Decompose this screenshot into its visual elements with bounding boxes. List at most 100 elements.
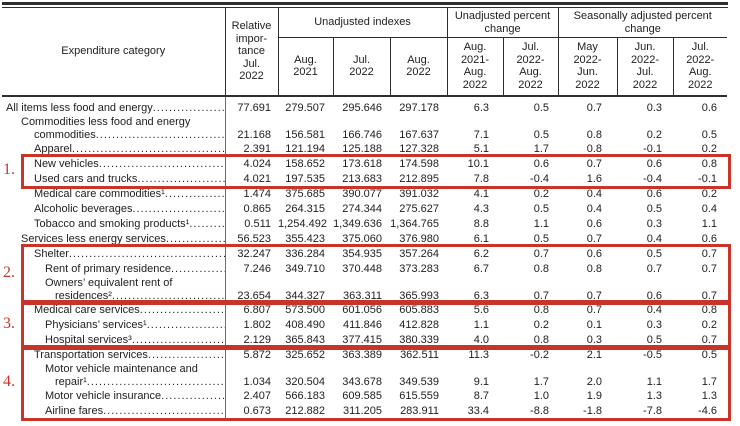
cell-value: 336.284 bbox=[285, 247, 325, 260]
row-category-cell: Motor vehicle maintenance and repair¹ bbox=[2, 362, 226, 389]
cell-value: 373.283 bbox=[399, 262, 440, 275]
cell-value: 0.1 bbox=[586, 318, 603, 331]
table-body: All items less food and energy 77.691 279.… bbox=[2, 95, 727, 419]
cell-value: 121.194 bbox=[285, 142, 325, 155]
annotation-label-4: 4. bbox=[3, 372, 15, 390]
row-category-cell: Physicians’ services¹ bbox=[2, 317, 226, 333]
cell-value: 311.205 bbox=[343, 404, 382, 417]
cell-value: 375.685 bbox=[285, 187, 325, 200]
cell-value: 125.188 bbox=[342, 142, 382, 155]
header-col-aug2021-aug2022: Aug. 2021- Aug. 2022 bbox=[446, 37, 504, 97]
cell-value: 0.8 bbox=[533, 262, 550, 275]
cell-value: 6.3 bbox=[473, 289, 490, 302]
cell-value: -1.8 bbox=[583, 404, 603, 417]
cell-value: 0.7 bbox=[586, 289, 603, 302]
dot-leader bbox=[161, 389, 224, 404]
cell-value: 6.7 bbox=[473, 262, 490, 275]
cell-value: 1.474 bbox=[243, 187, 271, 200]
row-label: New vehicles bbox=[34, 157, 99, 170]
dot-leader bbox=[72, 142, 225, 157]
cell-value: 0.2 bbox=[533, 318, 550, 331]
cell-value: 0.8 bbox=[701, 303, 718, 316]
row-label: Airline fares bbox=[45, 404, 104, 417]
cpi-data-table: Expenditure category Relative impor- tan… bbox=[2, 8, 728, 419]
cell-value: 0.7 bbox=[701, 289, 718, 302]
header-group-seasonally-adjusted-percent-change: Seasonally adjusted percent change bbox=[557, 8, 728, 38]
cell-value: 7.1 bbox=[473, 128, 490, 141]
cell-value: 0.3 bbox=[586, 333, 603, 346]
cell-value: 7.246 bbox=[243, 262, 271, 275]
row-label: Tobacco and smoking products¹ bbox=[34, 217, 190, 230]
cell-value: 0.6 bbox=[646, 157, 663, 170]
cell-value: 0.7 bbox=[533, 247, 550, 260]
cell-value: 0.7 bbox=[701, 262, 718, 275]
cell-value: 0.7 bbox=[646, 262, 663, 275]
dot-leader bbox=[171, 262, 225, 277]
cell-value: 344.327 bbox=[285, 289, 325, 302]
table-row: Alcoholic beverages 0.865 264.315 274.344 27… bbox=[2, 201, 727, 217]
cell-value: 354.935 bbox=[342, 247, 382, 260]
table-row: Physicians’ services¹ 1.802 408.490 411.846… bbox=[2, 317, 727, 333]
header-col-aug-2021: Aug. 2021 bbox=[277, 37, 333, 97]
annotation-label-3: 3. bbox=[3, 314, 15, 332]
dot-leader bbox=[69, 247, 225, 262]
cell-value: 0.7 bbox=[586, 157, 603, 170]
cell-value: 0.7 bbox=[533, 289, 550, 302]
row-category-cell: New vehicles bbox=[2, 156, 226, 172]
cell-value: 0.2 bbox=[646, 128, 663, 141]
table-row: Medical care services 6.807 573.500 601.056… bbox=[2, 302, 727, 318]
cell-value: 11.3 bbox=[468, 348, 490, 361]
cell-value: 0.5 bbox=[533, 232, 550, 245]
cell-value: 2.0 bbox=[586, 375, 603, 388]
cell-value: -7.8 bbox=[643, 404, 663, 417]
row-label: Hospital services³ bbox=[45, 333, 132, 346]
cell-value: 377.415 bbox=[342, 333, 382, 346]
cell-value: 8.7 bbox=[473, 389, 490, 402]
cell-value: 349.710 bbox=[285, 262, 325, 275]
header-expenditure-category: Expenditure category bbox=[2, 8, 225, 97]
cell-value: 167.637 bbox=[399, 128, 440, 141]
row-label: Apparel bbox=[34, 142, 72, 155]
cell-value: 0.8 bbox=[533, 333, 550, 346]
cell-value: 0.4 bbox=[701, 202, 718, 215]
header-col-jul2022-aug2022-sa: Jul. 2022- Aug. 2022 bbox=[672, 37, 728, 97]
row-category-cell: Services less energy services bbox=[2, 231, 226, 247]
row-category-cell: Rent of primary residence bbox=[2, 261, 226, 277]
cell-value: 0.6 bbox=[533, 157, 550, 170]
cell-value: 0.7 bbox=[586, 303, 603, 316]
cell-value: 411.846 bbox=[343, 318, 382, 331]
table-row: Airline fares 0.673 212.882 311.205 283.911 3… bbox=[2, 403, 727, 419]
cell-value: 1,254.492 bbox=[278, 217, 327, 230]
cell-value: 1.034 bbox=[243, 375, 271, 388]
cell-value: 1,349.636 bbox=[333, 217, 382, 230]
cell-value: 1.9 bbox=[586, 389, 603, 402]
row-category-cell: Motor vehicle insurance bbox=[2, 388, 226, 404]
row-category-cell: Hospital services³ bbox=[2, 332, 226, 348]
cell-value: 0.5 bbox=[533, 128, 550, 141]
header-col-jul2022-aug2022: Jul. 2022- Aug. 2022 bbox=[502, 37, 559, 97]
cell-value: 0.6 bbox=[586, 247, 603, 260]
cell-value: 609.585 bbox=[342, 389, 382, 402]
cell-value: -4.6 bbox=[698, 404, 718, 417]
cell-value: 0.2 bbox=[533, 187, 550, 200]
cell-value: 605.883 bbox=[399, 303, 440, 316]
cell-value: 357.264 bbox=[399, 247, 440, 260]
row-category-cell: Apparel bbox=[2, 141, 226, 157]
cell-value: -0.4 bbox=[643, 172, 663, 185]
cell-value: 275.627 bbox=[399, 202, 440, 215]
cell-value: 365.843 bbox=[285, 333, 325, 346]
cell-value: 0.7 bbox=[586, 101, 603, 114]
cell-value: 0.5 bbox=[701, 348, 718, 361]
cell-value: 390.077 bbox=[342, 187, 382, 200]
row-label: Shelter bbox=[34, 247, 69, 260]
cell-value: 0.7 bbox=[586, 232, 603, 245]
cell-value: 0.8 bbox=[586, 128, 603, 141]
dot-leader bbox=[112, 290, 225, 303]
table-row: Apparel 2.391 121.194 125.188 127.328 5.1 1.7 0… bbox=[2, 141, 727, 157]
cell-value: 325.652 bbox=[285, 348, 325, 361]
cell-value: -0.1 bbox=[643, 142, 663, 155]
cell-value: 1.3 bbox=[701, 389, 718, 402]
dot-leader bbox=[132, 333, 225, 348]
row-label: Motor vehicle insurance bbox=[45, 389, 162, 402]
